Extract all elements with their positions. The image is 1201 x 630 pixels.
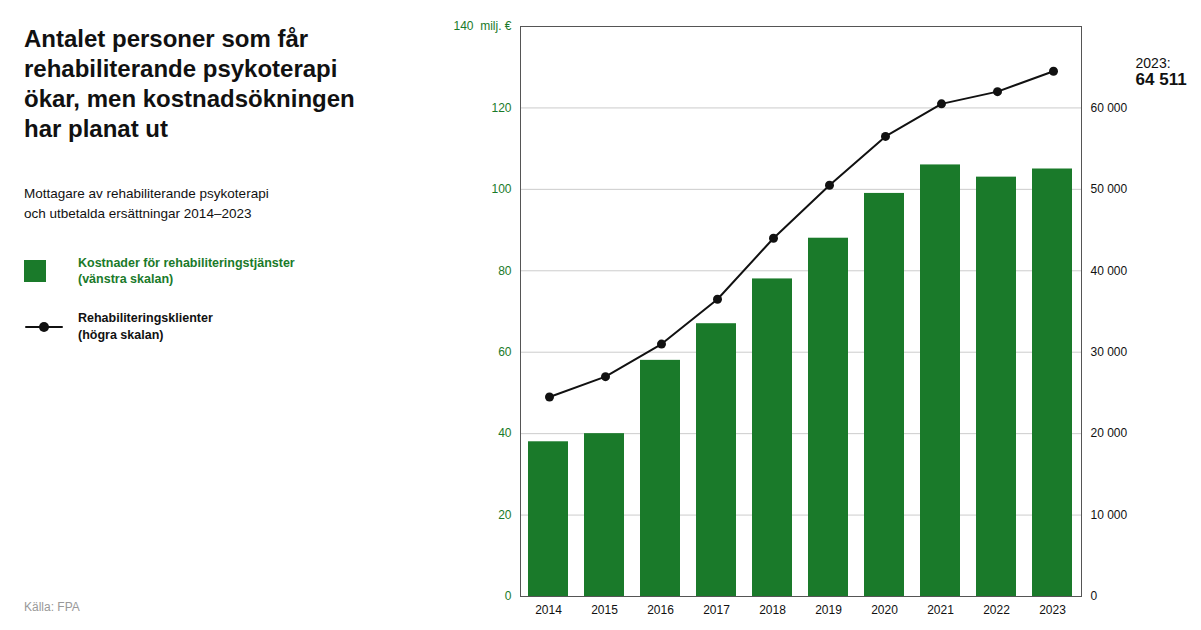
html-text:Mottagare av rehabiliterande p: Mottagare av rehabiliterande psykoterapi… — [24, 186, 269, 222]
svg-text:2020: 2020 — [871, 603, 898, 617]
svg-text:0: 0 — [505, 589, 512, 603]
svg-text:2014: 2014 — [535, 603, 562, 617]
svg-text:2016: 2016 — [647, 603, 674, 617]
svg-text:2021: 2021 — [927, 603, 954, 617]
svg-text:60 000: 60 000 — [1091, 101, 1128, 115]
svg-text:40: 40 — [498, 426, 512, 440]
svg-text:60: 60 — [498, 345, 512, 359]
html-text:Källa: FPA: Källa: FPA — [24, 600, 80, 614]
svg-text:2019: 2019 — [815, 603, 842, 617]
svg-text:120: 120 — [491, 101, 511, 115]
svg-text:80: 80 — [498, 264, 512, 278]
svg-text:0: 0 — [1091, 589, 1098, 603]
svg-text:2015: 2015 — [591, 603, 618, 617]
svg-text:20 000: 20 000 — [1091, 426, 1128, 440]
svg-text:2023:: 2023: — [1136, 55, 1171, 71]
html-text:Antalet personer som får rehab: Antalet personer som får rehabiliterande… — [24, 25, 355, 142]
svg-text:100: 100 — [491, 182, 511, 196]
svg-text:2018: 2018 — [759, 603, 786, 617]
svg-text:40 000: 40 000 — [1091, 264, 1128, 278]
svg-text:140 milj. €: 140 milj. € — [453, 19, 511, 33]
svg-text:50 000: 50 000 — [1091, 182, 1128, 196]
svg-text:2023: 2023 — [1039, 603, 1066, 617]
svg-text:2022: 2022 — [983, 603, 1010, 617]
html-text:Kostnader för rehabiliteringst: Kostnader för rehabiliteringstjänster (v… — [78, 255, 295, 287]
svg-text:20: 20 — [498, 508, 512, 522]
svg-text:10 000: 10 000 — [1091, 508, 1128, 522]
svg-text:30 000: 30 000 — [1091, 345, 1128, 359]
svg-text:2017: 2017 — [703, 603, 730, 617]
svg-text:64 511: 64 511 — [1136, 70, 1187, 89]
html-text:Rehabiliteringsklienter (högra: Rehabiliteringsklienter (högra skalan) — [78, 311, 213, 343]
